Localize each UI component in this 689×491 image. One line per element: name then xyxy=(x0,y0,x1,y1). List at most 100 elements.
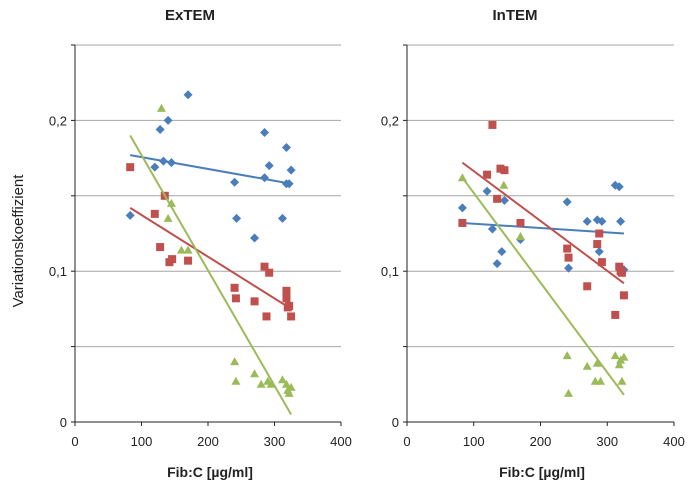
triangle-point xyxy=(176,245,186,254)
square-point xyxy=(285,301,294,310)
diamond-point xyxy=(614,182,624,192)
x-tick-label: 400 xyxy=(330,434,352,449)
triangle-point xyxy=(281,379,291,388)
y-axis-label: Variationskoeffizient xyxy=(10,174,27,308)
square-point xyxy=(262,312,271,321)
diamond-point xyxy=(564,263,574,273)
x-axis-label: Fib:C [µg/ml] xyxy=(499,464,585,480)
square-point xyxy=(265,268,274,277)
chart-title: ExTEM xyxy=(165,7,215,24)
chart-panel-intem: 0 0,1 0,2 0 100 200 300 400 InTEM Fib:C [µg/ml] xyxy=(381,7,685,480)
square-point xyxy=(282,294,291,303)
series-triangle xyxy=(457,173,629,397)
square-point xyxy=(156,243,165,252)
square-point xyxy=(493,194,502,203)
diamond-point xyxy=(150,162,160,172)
triangle-point xyxy=(266,379,276,388)
square-point xyxy=(595,229,604,238)
y-tick-label: 0 xyxy=(60,415,67,430)
square-point xyxy=(593,240,602,249)
series-square xyxy=(458,120,628,319)
triangle-point xyxy=(277,375,287,384)
triangle-point xyxy=(499,180,509,189)
x-tick-label: 400 xyxy=(663,434,685,449)
x-tick-label: 200 xyxy=(197,434,219,449)
square-point xyxy=(583,282,592,291)
square-point xyxy=(282,286,291,295)
y-tick-label: 0,1 xyxy=(381,264,399,279)
diamond-point xyxy=(158,156,168,166)
triangle-point xyxy=(183,245,193,254)
trendline xyxy=(129,207,292,310)
triangle-point xyxy=(592,358,602,367)
x-tick-label: 0 xyxy=(71,434,78,449)
square-point xyxy=(597,258,606,267)
triangle-point xyxy=(457,173,467,182)
diamond-point xyxy=(284,179,294,189)
x-tick-label: 300 xyxy=(264,434,286,449)
square-point xyxy=(126,163,135,172)
triangle-point xyxy=(166,198,176,207)
square-point xyxy=(617,268,626,277)
square-point xyxy=(184,256,193,265)
square-point xyxy=(287,312,296,321)
square-point xyxy=(615,262,624,271)
triangle-point xyxy=(619,352,629,361)
diamond-point xyxy=(616,216,626,226)
diamond-point xyxy=(482,186,492,196)
triangle-point xyxy=(286,382,296,391)
square-point xyxy=(150,209,159,218)
square-point xyxy=(483,170,492,179)
triangle-point xyxy=(596,376,606,385)
triangle-point xyxy=(562,351,572,360)
square-point xyxy=(230,283,239,292)
square-point xyxy=(516,218,525,227)
square-point xyxy=(231,294,240,303)
diamond-point xyxy=(250,233,260,243)
diamond-point xyxy=(487,224,497,234)
triangle-point xyxy=(610,351,620,360)
diamond-point xyxy=(232,213,242,223)
chart-panel-extem: 0 0,1 0,2 0 100 200 300 400 ExTEM Fib:C [µg/ml] xyxy=(49,7,352,480)
triangle-point xyxy=(163,213,173,222)
square-point xyxy=(260,262,269,271)
chart-title: InTEM xyxy=(493,7,538,24)
series-triangle xyxy=(129,103,296,415)
triangle-point xyxy=(250,369,260,378)
diamond-point xyxy=(562,197,572,207)
x-tick-label: 300 xyxy=(596,434,618,449)
square-point xyxy=(564,253,573,262)
y-tick-label: 0 xyxy=(392,415,399,430)
diamond-point xyxy=(163,115,173,125)
diamond-point xyxy=(277,213,287,223)
diamond-point xyxy=(230,177,240,187)
x-axis-label: Fib:C [µg/ml] xyxy=(167,464,253,480)
triangle-point xyxy=(582,361,592,370)
square-point xyxy=(500,166,509,175)
triangle-point xyxy=(156,103,166,112)
series-diamond xyxy=(125,90,296,243)
trendline xyxy=(129,134,292,415)
series-square xyxy=(126,163,296,321)
diamond-point xyxy=(183,90,193,100)
diamond-point xyxy=(260,127,270,137)
diamond-point xyxy=(597,216,607,226)
diamond-point xyxy=(492,259,502,269)
square-point xyxy=(168,255,177,264)
trendline xyxy=(461,161,625,285)
square-point xyxy=(619,291,628,300)
triangle-point xyxy=(614,360,624,369)
triangle-point xyxy=(256,379,266,388)
triangle-point xyxy=(515,232,525,241)
y-tick-label: 0,1 xyxy=(49,264,67,279)
diamond-point xyxy=(125,210,135,220)
square-point xyxy=(250,297,259,306)
square-point xyxy=(488,120,497,129)
diamond-point xyxy=(260,173,270,183)
square-point xyxy=(611,310,620,319)
diamond-point xyxy=(594,247,604,257)
x-tick-label: 0 xyxy=(403,434,410,449)
triangle-point xyxy=(230,357,240,366)
triangle-point xyxy=(231,376,241,385)
